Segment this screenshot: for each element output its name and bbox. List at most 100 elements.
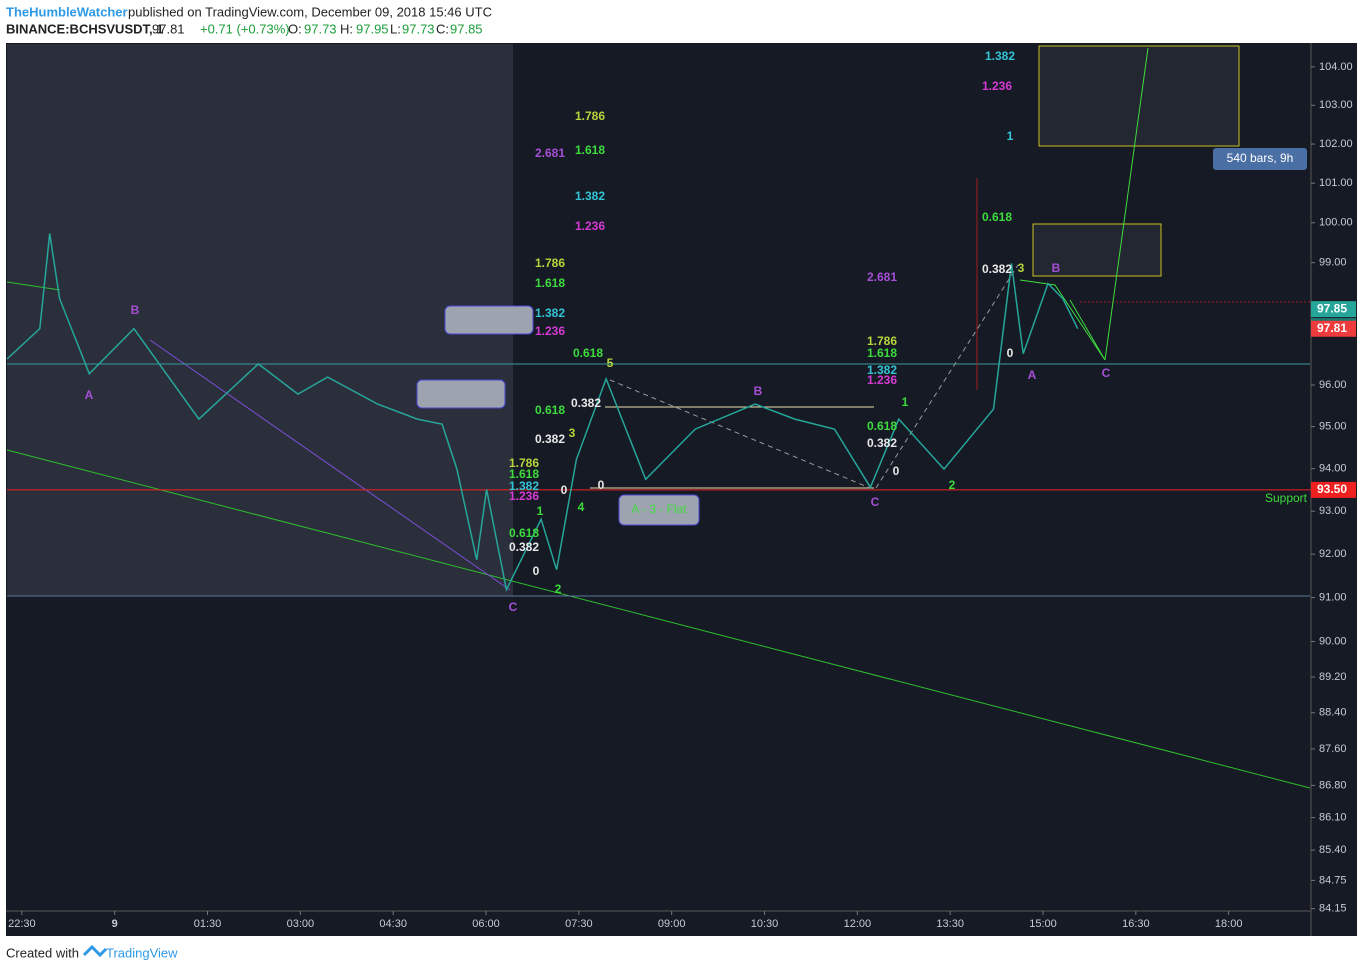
annotation: 0.618 bbox=[867, 419, 897, 433]
annotation: 0 bbox=[598, 478, 605, 492]
created-with: Created with bbox=[6, 945, 79, 960]
annotation: A bbox=[85, 388, 94, 402]
annotation: 1 bbox=[537, 504, 544, 518]
x-tick-label: 10:30 bbox=[751, 918, 779, 930]
support-tag-label: 93.50 bbox=[1317, 482, 1347, 496]
annotation: 1.618 bbox=[867, 346, 897, 360]
logo bbox=[82, 944, 108, 958]
callout-box bbox=[618, 494, 700, 526]
trend-line bbox=[6, 449, 1311, 789]
author[interactable]: TheHumbleWatcher bbox=[6, 4, 128, 19]
annotation: 0 bbox=[1007, 346, 1014, 360]
support-text: Support bbox=[1265, 491, 1308, 505]
annotation: 3 bbox=[1018, 261, 1025, 275]
annotation: 0.382 bbox=[509, 540, 539, 554]
annotation: 2.681 bbox=[867, 270, 897, 284]
annotation: 0 bbox=[561, 483, 568, 497]
x-tick-label: 18:00 bbox=[1215, 918, 1243, 930]
annotation: 1 bbox=[902, 395, 909, 409]
y-tick-label: 96.00 bbox=[1319, 379, 1347, 391]
annotation: 1.786 bbox=[509, 456, 539, 470]
annotation: 1.382 bbox=[535, 306, 565, 320]
trend-line bbox=[149, 339, 511, 591]
target-box bbox=[1038, 45, 1240, 147]
annotation: B bbox=[754, 384, 763, 398]
y-tick-label: 104.00 bbox=[1319, 61, 1353, 73]
annotation: 0.382 bbox=[982, 262, 1012, 276]
h-label: H: bbox=[340, 21, 353, 36]
annotation: B bbox=[1052, 261, 1061, 275]
annotation: 0 bbox=[533, 564, 540, 578]
x-tick-label: 22:30 bbox=[8, 918, 36, 930]
target-box bbox=[1032, 223, 1162, 277]
projection bbox=[1104, 47, 1149, 361]
wave bbox=[1019, 279, 1106, 361]
y-tick-label: 95.00 bbox=[1319, 421, 1347, 433]
x-tick-label: 01:30 bbox=[194, 918, 222, 930]
symbol: BINANCE:BCHSVUSDT, 1 bbox=[6, 21, 163, 36]
annotation: 4 bbox=[578, 500, 585, 514]
prev-price-tag bbox=[1311, 320, 1356, 337]
annotation: C bbox=[509, 600, 518, 614]
annotation: 1.382 bbox=[985, 49, 1015, 63]
change: +0.71 (+0.73%) bbox=[200, 21, 290, 36]
y-tick-label: 86.10 bbox=[1319, 811, 1347, 823]
annotation: 0 bbox=[893, 464, 900, 478]
y-tick-label: 87.60 bbox=[1319, 743, 1347, 755]
x-tick-label: 13:30 bbox=[936, 918, 964, 930]
y-tick-label: 86.80 bbox=[1319, 779, 1347, 791]
drawings bbox=[6, 45, 1311, 789]
annotation: 0.382 bbox=[535, 432, 565, 446]
annotation: 1.236 bbox=[509, 489, 539, 503]
range-box bbox=[1213, 148, 1307, 170]
x-tick-label: 09:00 bbox=[658, 918, 686, 930]
y-tick-label: 91.00 bbox=[1319, 592, 1347, 604]
c-label: C: bbox=[436, 21, 449, 36]
annotation: 1.382 bbox=[575, 189, 605, 203]
annotation: C bbox=[871, 495, 880, 509]
callout-box bbox=[444, 305, 534, 335]
x-tick-label: 06:00 bbox=[472, 918, 500, 930]
annotation: 1.236 bbox=[575, 219, 605, 233]
annotation: 1.382 bbox=[867, 363, 897, 377]
x-tick-label: 15:00 bbox=[1029, 918, 1057, 930]
y-tick-label: 85.40 bbox=[1319, 844, 1347, 856]
annotation: 1.618 bbox=[509, 467, 539, 481]
low: 97.73 bbox=[402, 21, 435, 36]
annotation: 0.618 bbox=[509, 526, 539, 540]
callout-text: A - 3 - Flat bbox=[631, 502, 687, 516]
annotation: 2 bbox=[555, 582, 562, 596]
annotation: 2.681 bbox=[535, 146, 565, 160]
trend-line bbox=[6, 281, 61, 291]
annotation: 1.236 bbox=[867, 373, 897, 387]
high: 97.95 bbox=[356, 21, 389, 36]
l-label: L: bbox=[390, 21, 401, 36]
last-price-label: 97.85 bbox=[1317, 301, 1347, 315]
x-tick-label: 07:30 bbox=[565, 918, 593, 930]
annotation: 1.382 bbox=[509, 479, 539, 493]
annotation: 1.236 bbox=[982, 79, 1012, 93]
annotation: 1 bbox=[1007, 129, 1014, 143]
y-tick-label: 99.00 bbox=[1319, 257, 1347, 269]
x-tick-label: 16:30 bbox=[1122, 918, 1150, 930]
annotation: 1.786 bbox=[535, 256, 565, 270]
brand[interactable]: TradingView bbox=[106, 945, 178, 960]
open: 97.73 bbox=[304, 21, 337, 36]
y-tick-label: 89.20 bbox=[1319, 671, 1347, 683]
prev-price-label: 97.81 bbox=[1317, 321, 1347, 335]
shaded-region bbox=[7, 44, 513, 596]
annotation: 1.236 bbox=[535, 324, 565, 338]
annotation: 0.618 bbox=[535, 403, 565, 417]
annotation: B bbox=[131, 303, 140, 317]
annotation: 0.618 bbox=[982, 210, 1012, 224]
close: 97.85 bbox=[450, 21, 483, 36]
callout-box bbox=[416, 379, 506, 409]
y-tick-label: 93.00 bbox=[1319, 505, 1347, 517]
annotation: 0.382 bbox=[867, 436, 897, 450]
price: 97.81 bbox=[152, 21, 185, 36]
y-tick-label: 101.00 bbox=[1319, 177, 1353, 189]
x-tick-label: 9 bbox=[112, 918, 118, 930]
y-tick-label: 84.75 bbox=[1319, 874, 1347, 886]
annotation: 0.618 bbox=[573, 346, 603, 360]
y-tick-label: 92.00 bbox=[1319, 548, 1347, 560]
